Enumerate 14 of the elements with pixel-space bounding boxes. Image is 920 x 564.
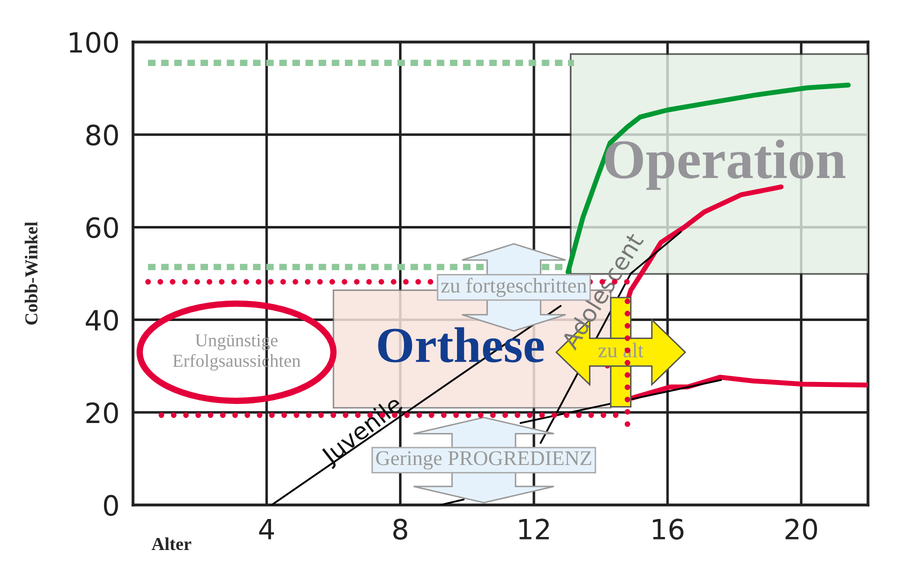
y-tick-label: 100 <box>70 32 118 53</box>
y-tick-label: 60 <box>86 217 118 238</box>
x-tick-label: 20 <box>786 518 818 540</box>
x-tick-label: 8 <box>393 518 408 540</box>
x-tick-label: 16 <box>652 518 684 540</box>
x-tick-label: 4 <box>259 519 274 540</box>
y-tick-label: 20 <box>86 402 118 424</box>
y-tick-label: 0 <box>104 494 118 516</box>
annotation: Operation <box>605 140 846 190</box>
y-axis-title: Cobb-Winkel <box>24 222 38 325</box>
x-tick-label: 12 <box>519 518 549 540</box>
y-tick-label: 80 <box>86 124 118 146</box>
y-tick-label: 40 <box>86 310 118 331</box>
x-axis-title: Alter <box>152 537 192 550</box>
